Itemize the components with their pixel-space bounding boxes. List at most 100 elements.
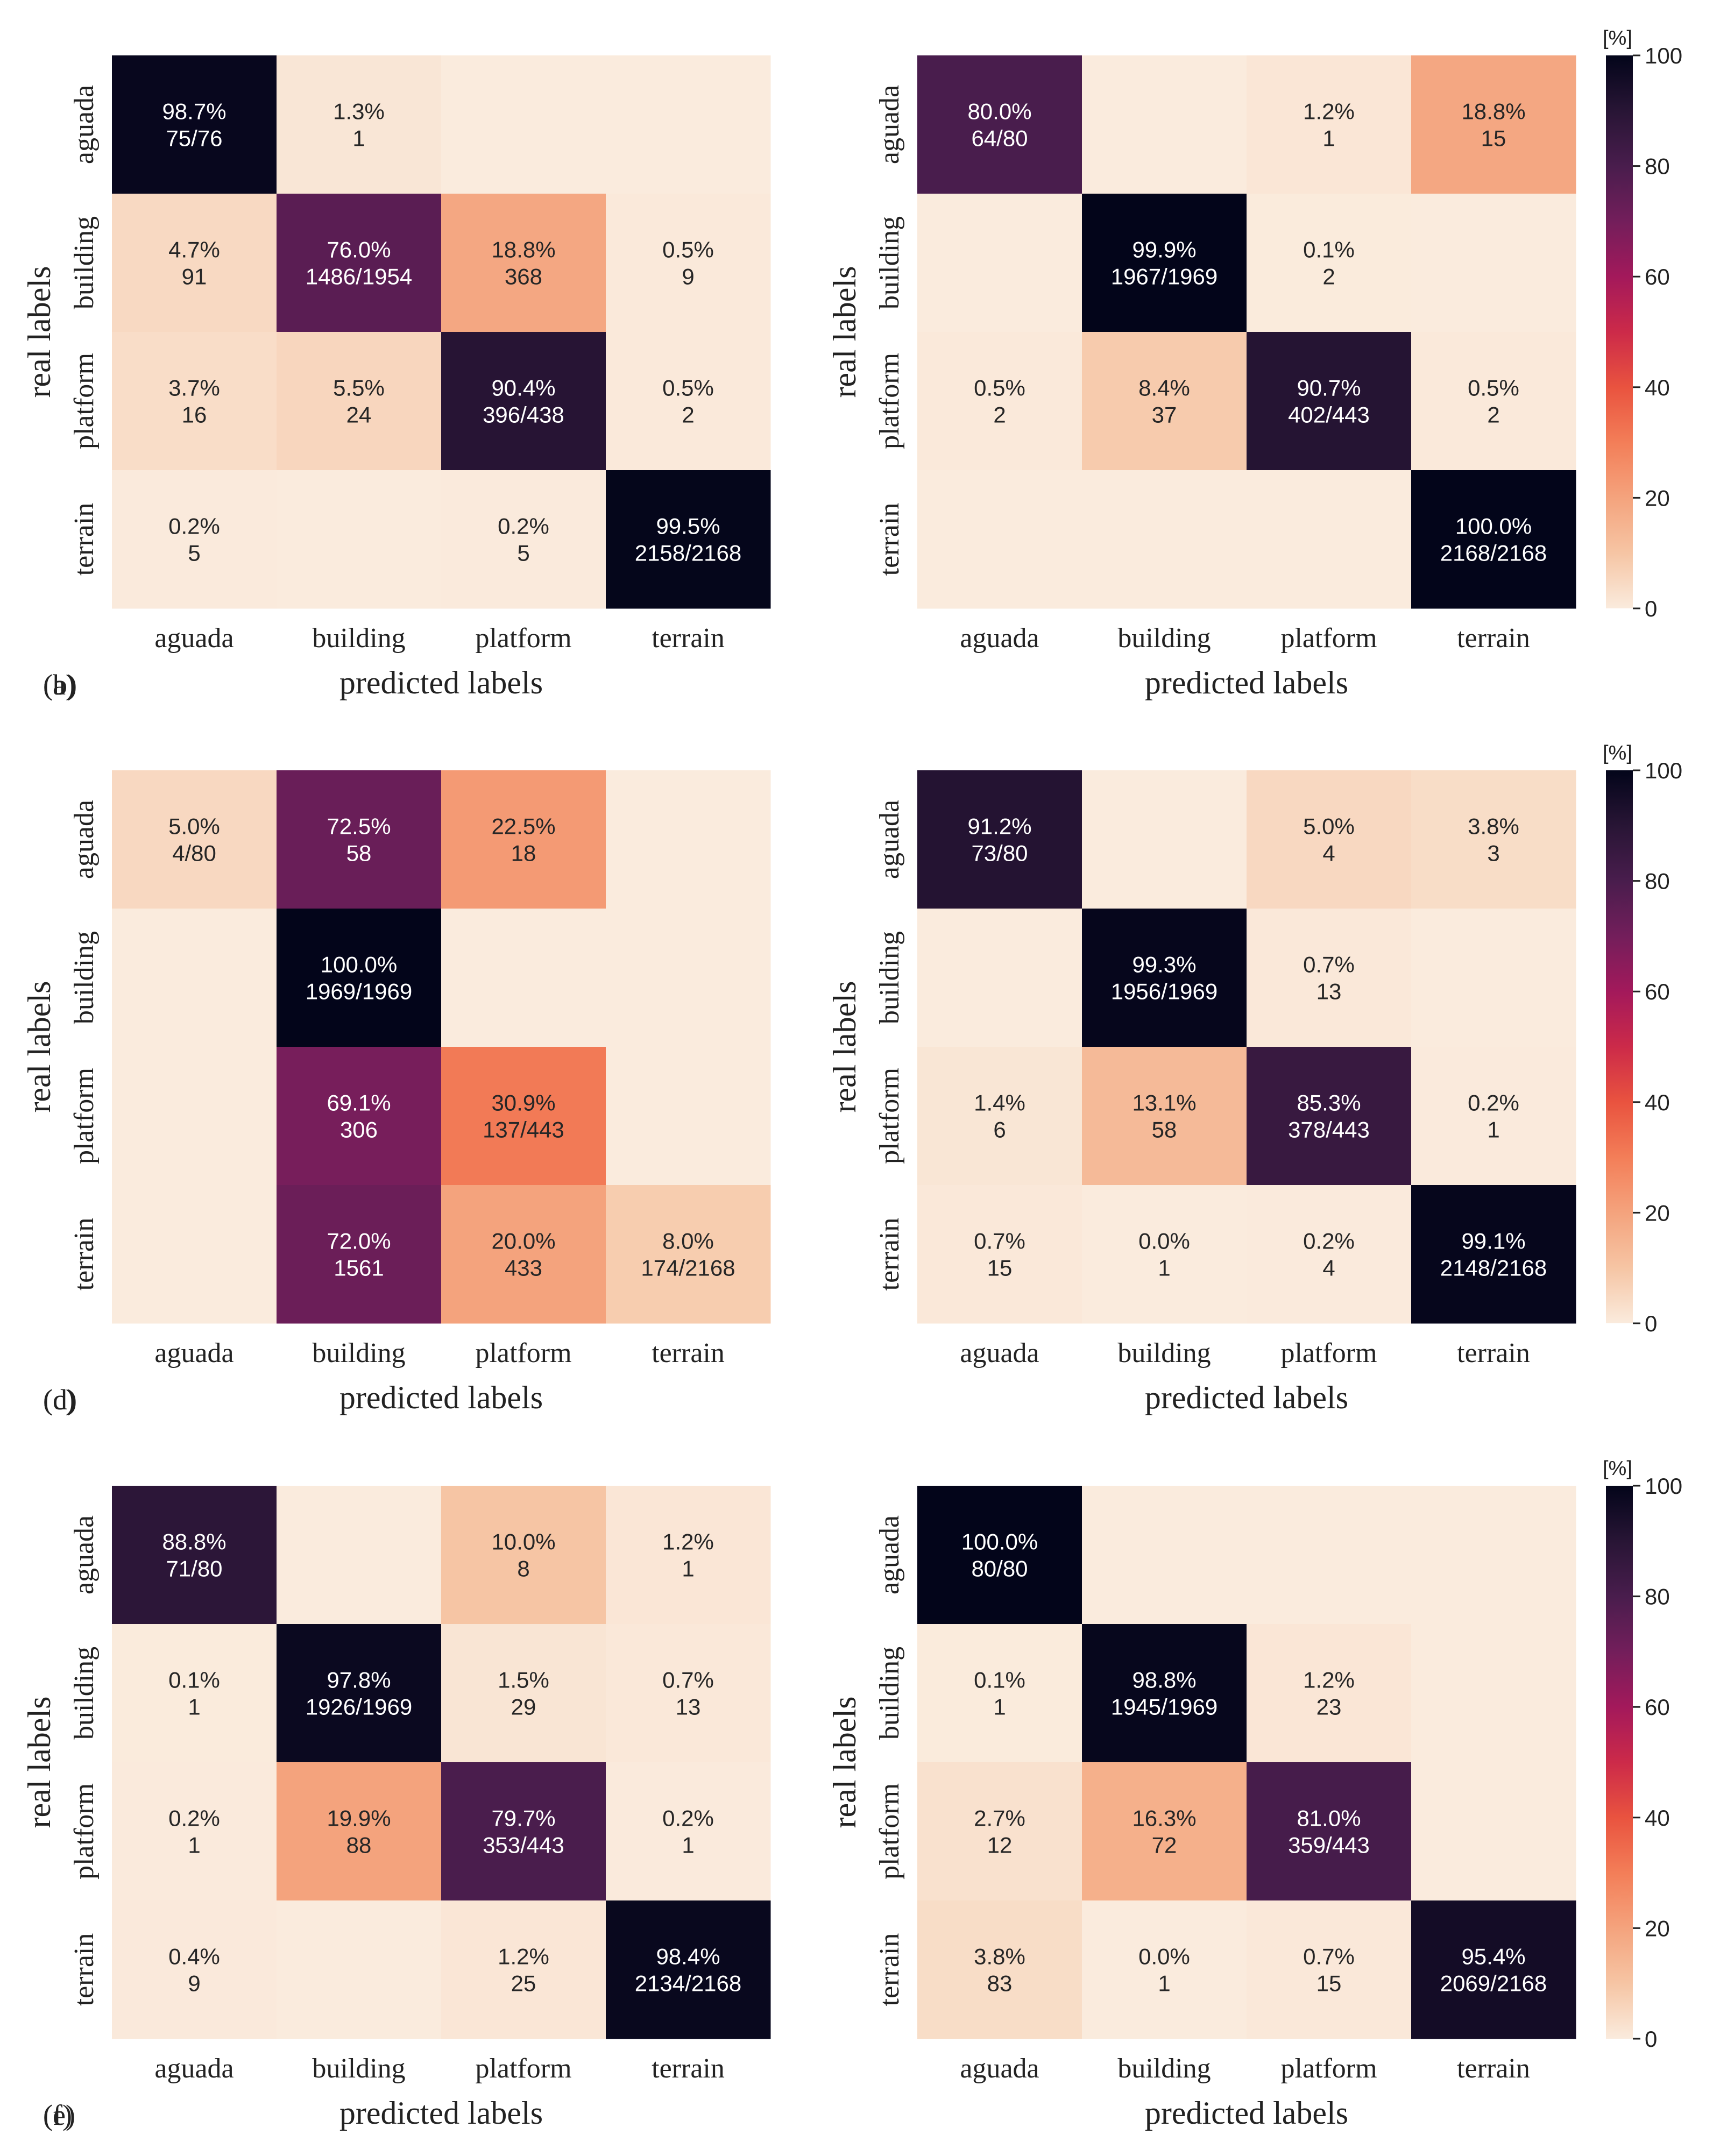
heatmap-cell-aguada-platform <box>441 55 606 194</box>
heatmap-cell-terrain-building <box>1082 1900 1247 2039</box>
heatmap-cell-terrain-aguada <box>917 1185 1082 1324</box>
x-tick-label-platform: platform <box>475 1338 571 1368</box>
y-tick-label-aguada: aguada <box>69 800 100 879</box>
cell-percent-label: 0.0% <box>1138 1229 1190 1254</box>
cell-percent-label: 20.0% <box>491 1229 555 1254</box>
heatmap-cell-platform-terrain <box>1411 1762 1576 1901</box>
heatmap-cell-terrain-terrain <box>1411 1900 1576 2039</box>
colorbar-gradient <box>1606 770 1633 1323</box>
cell-count-label: 1 <box>188 1833 200 1858</box>
x-tick-label-building: building <box>1117 2053 1211 2084</box>
heatmap-cell-platform-building <box>1082 332 1247 471</box>
cell-percent-label: 0.7% <box>1303 1944 1355 1969</box>
colorbar-tick-label: 0 <box>1645 2026 1657 2052</box>
cell-count-label: 58 <box>346 841 372 866</box>
colorbar-tick-label: 80 <box>1645 154 1670 179</box>
y-tick-label-platform: platform <box>874 1783 905 1880</box>
cell-count-label: 137/443 <box>483 1117 564 1143</box>
colorbar-tick-label: 100 <box>1645 1473 1682 1499</box>
x-tick-label-platform: platform <box>475 2053 571 2084</box>
cell-count-label: 1967/1969 <box>1111 264 1218 289</box>
colorbar-tick-label: 0 <box>1645 1311 1657 1336</box>
panel-a: 98.7%75/76 1.3%1 4.7%91 76.0%1486/1954 18.8%… <box>22 55 771 701</box>
x-tick-label-terrain: terrain <box>1457 1338 1530 1368</box>
cell-count-label: 1 <box>1158 1971 1170 1996</box>
x-axis-title: predicted labels <box>339 665 543 700</box>
y-axis-title: real labels <box>827 981 862 1113</box>
y-tick-label-aguada: aguada <box>874 800 905 879</box>
y-axis-title: real labels <box>22 1697 57 1828</box>
cell-percent-label: 0.5% <box>662 375 714 401</box>
cell-percent-label: 98.8% <box>1132 1668 1196 1693</box>
cell-percent-label: 98.7% <box>162 99 226 124</box>
x-axis-title: predicted labels <box>339 2095 543 2131</box>
heatmap-cell-platform-terrain <box>1411 332 1576 471</box>
heatmap-cell-terrain-aguada <box>112 1185 277 1324</box>
x-tick-label-aguada: aguada <box>960 1338 1039 1368</box>
cell-percent-label: 99.3% <box>1132 952 1196 977</box>
cell-percent-label: 1.2% <box>1303 99 1355 124</box>
heatmap-cell-terrain-aguada <box>917 470 1082 609</box>
x-tick-label-building: building <box>312 2053 405 2084</box>
x-tick-label-platform: platform <box>1280 1338 1377 1368</box>
heatmap-cell-terrain-building <box>277 470 442 609</box>
panel-c: 5.0%4/80 72.5%58 22.5%18 100.0%1969/1969 69.… <box>22 770 771 1416</box>
cell-count-label: 1969/1969 <box>306 979 413 1004</box>
cell-count-label: 1486/1954 <box>306 264 413 289</box>
heatmap-cell-building-platform <box>441 909 606 1047</box>
colorbar-tick-label: 80 <box>1645 869 1670 894</box>
cell-count-label: 88 <box>346 1833 372 1858</box>
colorbar-tick-label: 100 <box>1645 758 1682 783</box>
heatmap-cell-building-terrain <box>606 194 771 332</box>
cell-percent-label: 3.8% <box>1468 814 1519 839</box>
cell-percent-label: 16.3% <box>1132 1806 1196 1831</box>
cell-percent-label: 91.2% <box>967 814 1031 839</box>
cell-count-label: 91 <box>182 264 207 289</box>
cell-percent-label: 0.1% <box>1303 237 1355 263</box>
y-tick-label-building: building <box>874 1647 905 1740</box>
x-tick-label-terrain: terrain <box>652 2053 725 2084</box>
y-tick-label-terrain: terrain <box>69 1218 100 1291</box>
cell-percent-label: 1.2% <box>1303 1668 1355 1693</box>
cell-count-label: 9 <box>188 1971 200 1996</box>
heatmap-cell-terrain-aguada <box>112 470 277 609</box>
heatmap-cell-aguada-aguada <box>112 1486 277 1625</box>
cell-percent-label: 0.7% <box>974 1229 1025 1254</box>
heatmap-cell-aguada-terrain <box>606 55 771 194</box>
heatmap-cell-aguada-aguada <box>112 55 277 194</box>
x-tick-label-aguada: aguada <box>154 2053 233 2084</box>
cell-count-label: 13 <box>1316 979 1342 1004</box>
cell-count-label: 1 <box>352 126 365 151</box>
cell-percent-label: 98.4% <box>656 1944 720 1969</box>
panel-f: 100.0%80/800.1%198.8%1945/19691.2%232.7%… <box>43 1486 1576 2131</box>
y-tick-label-platform: platform <box>69 1068 100 1164</box>
heatmap-cell-platform-aguada <box>917 332 1082 471</box>
cell-count-label: 23 <box>1316 1694 1342 1720</box>
heatmap-cell-terrain-platform <box>441 1900 606 2039</box>
x-tick-label-aguada: aguada <box>960 2053 1039 2084</box>
y-tick-label-terrain: terrain <box>69 503 100 576</box>
cell-count-label: 4/80 <box>172 841 216 866</box>
cell-count-label: 15 <box>1481 126 1506 151</box>
y-tick-label-building: building <box>69 1647 100 1740</box>
cell-percent-label: 90.4% <box>491 375 555 401</box>
y-tick-label-aguada: aguada <box>69 85 100 164</box>
x-tick-label-aguada: aguada <box>154 1338 233 1368</box>
cell-percent-label: 19.9% <box>327 1806 391 1831</box>
heatmap-cell-aguada-building <box>277 55 442 194</box>
colorbar-1: [%] 0 20 40 60 80 100 <box>1603 27 1682 621</box>
heatmap-cell-aguada-aguada <box>917 55 1082 194</box>
panel-label-a: (a) <box>43 669 75 701</box>
cell-count-label: 2168/2168 <box>1440 541 1547 566</box>
cell-count-label: 6 <box>993 1117 1006 1143</box>
y-tick-label-terrain: terrain <box>874 1933 905 2006</box>
cell-count-label: 378/443 <box>1288 1117 1370 1143</box>
y-axis-title: real labels <box>22 981 57 1113</box>
cell-percent-label: 0.2% <box>1303 1229 1355 1254</box>
cell-percent-label: 2.7% <box>974 1806 1025 1831</box>
panel-label-d: (d) <box>43 1384 77 1416</box>
cell-count-label: 5 <box>188 541 200 566</box>
panel-label-c: (c) <box>43 1384 75 1416</box>
heatmap-cell-building-building <box>277 1624 442 1763</box>
panel-label-f: (f) <box>43 2099 72 2131</box>
